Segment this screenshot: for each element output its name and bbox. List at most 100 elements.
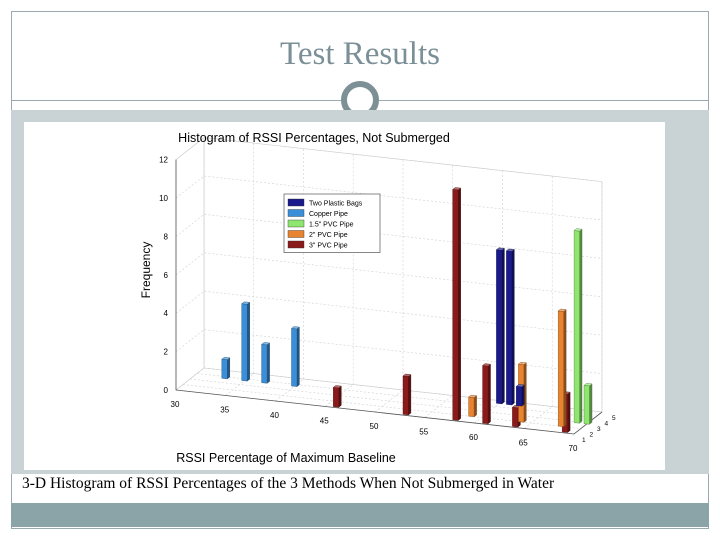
bar-2-pvc-pipe-68 [557,308,567,428]
bar-top [261,342,271,346]
floor-gridline [196,373,596,418]
legend-swatch [287,198,305,207]
title-rule-right [379,100,709,101]
bar-top [573,228,583,232]
bar-copper-pipe-37 [261,342,271,384]
legend-label: 2" PVC Pipe [309,232,348,239]
floor-gridline [374,389,404,413]
legend-swatch [287,240,305,249]
bar-top [468,394,478,398]
bar-side [408,374,412,416]
bar-side [567,391,571,433]
figure-caption: 3-D Histogram of RSSI Percentages of the… [22,475,555,492]
bar-1-5-pvc-pipe-70 [583,383,593,425]
legend-label: Copper Pipe [309,211,348,218]
bar-side [589,383,593,425]
x-tick-label: 50 [370,422,379,431]
bar-3-pvc-pipe-58 [452,187,462,421]
bar-front [221,358,228,380]
bar-top [557,308,567,312]
bar-top [583,383,593,387]
floor-gridline [424,395,453,418]
bar-1-5-pvc-pipe-69 [573,228,583,424]
bar-top [221,356,231,360]
bar-side [501,247,505,405]
bar-top [332,385,342,389]
y-tick-label: 10 [159,194,168,203]
bar-3-pvc-pipe-53 [402,373,412,416]
chart-grid [175,136,603,435]
bar-front [291,328,298,387]
bar-copper-pipe-35 [241,301,251,382]
depth-tick-label: 5 [612,415,616,422]
depth-tick-label: 1 [582,437,586,444]
bar-top [241,301,251,305]
chart-bars [221,187,593,433]
x-tick-label: 65 [519,439,528,448]
bar-top [452,187,462,191]
bar-side [266,342,270,384]
bar-top [482,363,492,367]
bar-side [458,187,461,421]
y-tick-label: 12 [159,156,168,165]
y-tick-label: 4 [164,309,169,318]
bar-side [246,301,250,382]
bar-side [473,395,477,418]
bar-top [402,373,412,377]
chart-title: Histogram of RSSI Percentages, Not Subme… [178,131,450,145]
bar-top [290,326,300,330]
legend-swatch [287,230,305,238]
depth-tick-label: 4 [605,421,609,428]
bar-top [517,361,527,365]
x-tick-label: 55 [419,428,428,437]
y-tick-label: 0 [164,386,169,395]
bar-front [261,344,268,384]
axis-edge [175,389,603,435]
bar-side [511,249,515,406]
y-tick-label: 6 [164,271,169,280]
legend-label: 1.5" PVC Pipe [309,222,354,229]
bar-front [402,375,409,416]
bar-2-pvc-pipe-59 [468,394,478,418]
bar-side [296,326,300,388]
bar-front [506,250,513,406]
bar-two-plastic-bags-60 [495,247,505,405]
bar-copper-pipe-33 [221,356,231,380]
slide-title: Test Results [280,36,440,72]
y-tick-label: 8 [164,232,169,241]
legend-swatch [287,219,305,228]
legend-label: Two Plastic Bags [309,201,363,208]
bar-side [521,384,525,407]
x-tick-label: 35 [220,406,229,415]
bar-top [515,384,525,388]
bar-front [516,386,522,407]
floor-gridline [524,406,553,429]
x-axis-label: RSSI Percentage of Maximum Baseline [176,451,396,465]
floor-gridline [175,367,205,391]
bar-two-plastic-bags-61 [505,248,515,406]
bar-front [452,189,459,421]
depth-tick-label: 2 [590,432,594,439]
bar-side [563,309,567,428]
legend-label: 3" PVC Pipe [309,243,348,250]
bar-front [241,303,248,382]
y-axis-label: Frequency [139,242,153,299]
chart-figure: 0 2 4 6 8 10 12 30 35 40 45 50 55 60 65 70 1 2 3 4 5 Histogr… [24,122,665,470]
bar-front [573,230,580,424]
bar-front [333,387,339,408]
bar-two-plastic-bags-62 [515,384,525,407]
chart-legend: Two Plastic Bags Copper Pipe 1.5" PVC Pipe… [283,193,381,253]
bar-front [558,310,564,427]
x-tick-label: 45 [320,417,329,426]
bar-side [227,357,231,380]
bar-side [338,385,342,408]
bar-front [496,249,503,405]
bar-3-pvc-pipe-46 [332,385,342,408]
bar-front [583,385,590,425]
bar-top [505,248,515,252]
bar-front [482,365,489,424]
x-tick-label: 40 [270,411,279,420]
x-tick-label: 30 [171,400,180,409]
bar-front [512,406,519,428]
